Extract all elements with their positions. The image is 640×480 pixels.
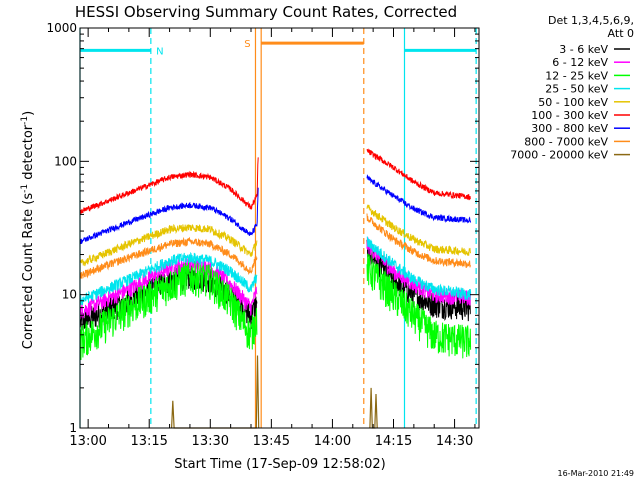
y-axis-label-part2: detector <box>21 124 36 184</box>
series-line-3 <box>366 236 472 301</box>
flag-label: N <box>156 46 163 57</box>
series-line-7 <box>366 213 471 268</box>
y-tick-label: 1000 <box>46 21 77 35</box>
series-line-3 <box>79 251 258 306</box>
x-axis-label: Start Time (17-Sep-09 12:58:02) <box>174 457 385 472</box>
series-line-8 <box>369 387 378 429</box>
series-line-8 <box>171 355 260 429</box>
x-tick-label: 13:45 <box>253 434 290 449</box>
y-axis-label-part1: Corrected Count Rate (s <box>21 193 36 350</box>
footer-timestamp: 16-Mar-2010 21:49 <box>558 469 635 478</box>
y-axis-label-part3: ) <box>21 111 36 116</box>
x-tick-label: 13:00 <box>69 434 106 449</box>
y-tick-label: 1 <box>69 421 77 435</box>
chart-title: HESSI Observing Summary Count Rates, Cor… <box>75 3 457 21</box>
y-axis-label: Corrected Count Rate (s-1 detector-1) <box>20 111 36 349</box>
x-tick-label: 13:15 <box>130 434 167 449</box>
series-line-1 <box>79 256 258 320</box>
legend-entry-label: 50 - 100 keV <box>538 96 608 109</box>
axes: 1 10 100 1000 13:00 13:15 13:30 13:45 14:00 14:15… <box>46 21 480 449</box>
series-line-5 <box>79 157 259 215</box>
legend-entry-label: 6 - 12 keV <box>552 56 608 69</box>
legend-entry-label: 12 - 25 keV <box>545 69 608 82</box>
legend-header-line1: Det 1,3,4,5,6,9, <box>548 14 634 27</box>
series-line-5 <box>366 148 471 201</box>
x-tick-label: 14:00 <box>314 434 351 449</box>
legend-entry-label: 7000 - 20000 keV <box>510 149 608 162</box>
legend-entry-label: 100 - 300 keV <box>531 109 608 122</box>
series-line-2 <box>366 253 472 359</box>
y-tick-label: 100 <box>54 154 77 168</box>
plot-area: NS <box>79 28 477 429</box>
legend-header-line2: Att 0 <box>608 27 634 40</box>
x-tick-label: 14:30 <box>436 434 473 449</box>
y-axis-label-sup2: -1 <box>20 116 30 125</box>
series-line-6 <box>79 187 259 245</box>
series-line-4 <box>79 223 258 267</box>
series-line-7 <box>79 236 258 279</box>
flag-label: S <box>244 39 250 50</box>
legend-entry-label: 300 - 800 keV <box>531 122 608 135</box>
legend-entry-label: 25 - 50 keV <box>545 83 608 96</box>
legend-entry-label: 3 - 6 keV <box>559 43 608 56</box>
series-line-2 <box>79 260 258 361</box>
plot-frame <box>79 27 480 429</box>
legend-entry-label: 800 - 7000 keV <box>524 135 608 148</box>
series-line-4 <box>366 204 472 256</box>
y-axis-label-sup1: -1 <box>20 184 30 193</box>
x-tick-label: 14:15 <box>375 434 412 449</box>
x-tick-label: 13:30 <box>192 434 229 449</box>
series-line-6 <box>366 174 472 224</box>
y-tick-label: 10 <box>62 288 77 302</box>
